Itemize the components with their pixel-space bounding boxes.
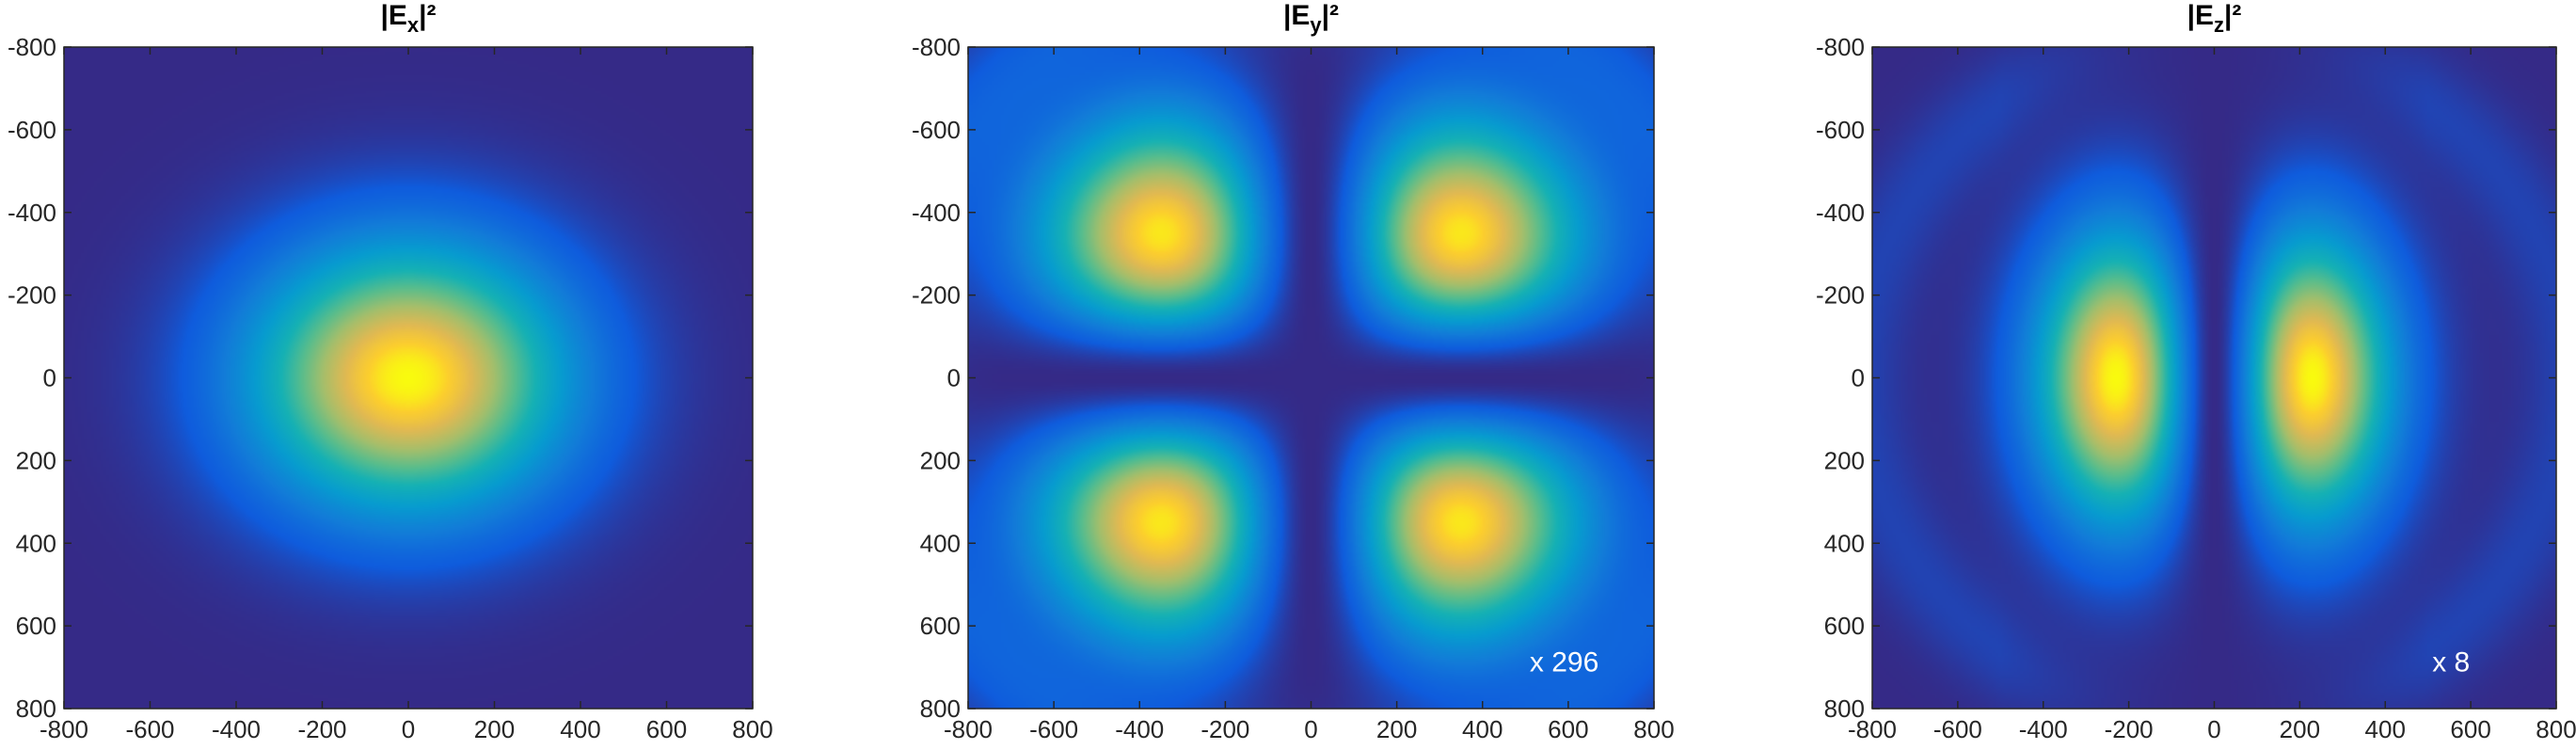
y-tick-label: 800 xyxy=(920,694,961,723)
heatmap-image xyxy=(968,47,1654,709)
y-tick-label: -800 xyxy=(8,33,56,61)
x-tick-label: 600 xyxy=(1548,715,1588,743)
y-tick-label: -400 xyxy=(1816,199,1865,227)
x-tick-label: 200 xyxy=(1376,715,1417,743)
x-tick-label: -200 xyxy=(1201,715,1249,743)
y-tick-label: 0 xyxy=(43,364,56,392)
y-tick-label: 400 xyxy=(920,529,961,557)
y-tick-label: 0 xyxy=(947,364,961,392)
y-tick-label: 200 xyxy=(920,446,961,474)
x-tick-label: -200 xyxy=(2105,715,2154,743)
title-subscript: y xyxy=(1310,13,1322,37)
x-tick-label: 800 xyxy=(2536,715,2576,743)
x-tick-label: 200 xyxy=(474,715,515,743)
y-tick-label: 800 xyxy=(16,694,56,723)
y-tick-label: 600 xyxy=(16,612,56,640)
x-tick-label: -800 xyxy=(1848,715,1897,743)
panel-2: -800 -600 -400 -200 0 200 400 600 800-800-600-40… xyxy=(912,0,1675,743)
x-tick-label: 400 xyxy=(560,715,600,743)
x-tick-label: 800 xyxy=(732,715,772,743)
title-subscript: z xyxy=(2214,13,2224,37)
chart-title: |Ex|² xyxy=(380,0,436,37)
heatmap-image xyxy=(1872,47,2556,709)
x-tick-label: 600 xyxy=(646,715,687,743)
x-tick-label: 400 xyxy=(1462,715,1503,743)
y-tick-label: -600 xyxy=(912,116,961,144)
x-tick-label: 400 xyxy=(2365,715,2406,743)
x-tick-label: -400 xyxy=(212,715,261,743)
chart-title: |Ey|² xyxy=(1283,0,1339,37)
y-tick-label: 400 xyxy=(16,529,56,557)
x-tick-label: -800 xyxy=(40,715,88,743)
x-tick-label: -600 xyxy=(1933,715,1982,743)
x-tick-label: -400 xyxy=(2019,715,2068,743)
title-pre: |E xyxy=(380,0,406,31)
x-tick-label: 0 xyxy=(1304,715,1317,743)
y-tick-label: -400 xyxy=(912,199,961,227)
y-tick-label: 600 xyxy=(1824,612,1865,640)
x-tick-label: 200 xyxy=(2280,715,2320,743)
title-subscript: x xyxy=(407,13,420,37)
panels: -800 -600 -400 -200 0 200 400 600 800-800-600-40… xyxy=(8,0,2576,743)
y-tick-label: -800 xyxy=(1816,33,1865,61)
x-tick-label: -600 xyxy=(125,715,174,743)
scale-annotation: x 8 xyxy=(2432,646,2470,678)
y-tick-label: 800 xyxy=(1824,694,1865,723)
x-tick-label: -400 xyxy=(1115,715,1164,743)
y-tick-label: 200 xyxy=(1824,446,1865,474)
x-tick-label: -200 xyxy=(297,715,346,743)
x-tick-label: 600 xyxy=(2450,715,2490,743)
y-tick-label: -600 xyxy=(1816,116,1865,144)
y-tick-label: -200 xyxy=(912,281,961,310)
title-post: |² xyxy=(2224,0,2241,31)
chart-title: |Ez|² xyxy=(2187,0,2242,37)
y-tick-label: 200 xyxy=(16,446,56,474)
x-tick-label: 800 xyxy=(1633,715,1674,743)
panel-3: -800 -600 -400 -200 0 200 400 600 800-800-600-40… xyxy=(1816,0,2576,743)
title-post: |² xyxy=(419,0,436,31)
scale-annotation: x 296 xyxy=(1530,646,1598,678)
y-tick-label: -400 xyxy=(8,199,56,227)
y-tick-label: 600 xyxy=(920,612,961,640)
y-tick-label: 0 xyxy=(1852,364,1865,392)
x-tick-label: 0 xyxy=(402,715,415,743)
x-tick-label: -800 xyxy=(944,715,993,743)
y-tick-label: -200 xyxy=(1816,281,1865,310)
x-tick-label: -600 xyxy=(1029,715,1078,743)
title-pre: |E xyxy=(1283,0,1310,31)
y-tick-label: -200 xyxy=(8,281,56,310)
heatmap-image xyxy=(64,47,753,709)
y-tick-label: -600 xyxy=(8,116,56,144)
x-tick-label: 0 xyxy=(2207,715,2220,743)
panel-1: -800 -600 -400 -200 0 200 400 600 800-800-600-40… xyxy=(8,0,773,743)
title-pre: |E xyxy=(2187,0,2214,31)
title-post: |² xyxy=(1322,0,1339,31)
y-tick-label: -800 xyxy=(912,33,961,61)
y-tick-label: 400 xyxy=(1824,529,1865,557)
